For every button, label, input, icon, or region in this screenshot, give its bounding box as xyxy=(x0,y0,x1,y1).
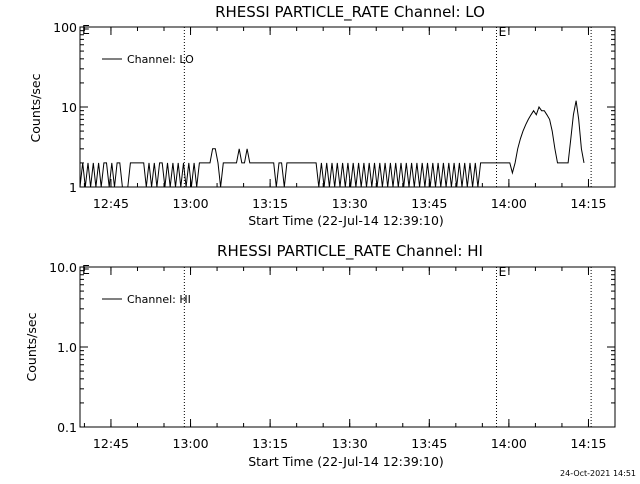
series-line xyxy=(79,100,585,188)
x-axis-label: Start Time (22-Jul-14 12:39:10) xyxy=(248,454,444,469)
x-tick-label: 13:15 xyxy=(252,436,288,451)
x-tick-label: 13:00 xyxy=(173,196,209,211)
x-tick-label: 13:15 xyxy=(252,196,288,211)
x-tick-label: 13:45 xyxy=(411,196,447,211)
x-tick-label: 14:00 xyxy=(491,196,527,211)
y-tick-label: 1.0 xyxy=(57,340,77,355)
x-axis-label: Start Time (22-Jul-14 12:39:10) xyxy=(248,213,444,228)
x-tick-label: 13:00 xyxy=(173,436,209,451)
legend-label: Channel: HI xyxy=(127,293,191,306)
corner-label: E xyxy=(82,22,90,37)
event-marker-label: E xyxy=(499,264,507,279)
plot-frame xyxy=(79,266,616,428)
y-tick-label: 1 xyxy=(69,180,77,195)
legend: Channel: LO xyxy=(102,53,194,66)
chart-title: RHESSI PARTICLE_RATE Channel: LO xyxy=(215,3,485,22)
panel-lo: RHESSI PARTICLE_RATE Channel: LO Counts/… xyxy=(28,3,616,228)
x-tick-label: 13:45 xyxy=(411,436,447,451)
y-tick-label: 0.1 xyxy=(57,420,77,435)
timestamp: 24-Oct-2021 14:51 xyxy=(560,469,636,478)
x-tick-label: 13:30 xyxy=(332,196,368,211)
chart-title: RHESSI PARTICLE_RATE Channel: HI xyxy=(217,242,483,261)
y-axis-label: Counts/sec xyxy=(24,312,39,381)
x-tick-label: 14:15 xyxy=(570,436,606,451)
corner-label: E xyxy=(82,262,90,277)
y-tick-label: 10 xyxy=(61,100,77,115)
y-axis-label: Counts/sec xyxy=(28,73,43,142)
legend: Channel: HI xyxy=(102,293,191,306)
x-tick-label: 13:30 xyxy=(332,436,368,451)
panel-hi: RHESSI PARTICLE_RATE Channel: HI Counts/… xyxy=(24,242,616,469)
y-tick-label: 100 xyxy=(53,20,77,35)
y-tick-label: 10.0 xyxy=(49,260,77,275)
x-tick-label: 12:45 xyxy=(93,196,129,211)
event-marker-label: E xyxy=(499,24,507,39)
x-tick-label: 14:15 xyxy=(570,196,606,211)
legend-label: Channel: LO xyxy=(127,53,194,66)
x-tick-label: 14:00 xyxy=(491,436,527,451)
x-tick-label: 12:45 xyxy=(93,436,129,451)
